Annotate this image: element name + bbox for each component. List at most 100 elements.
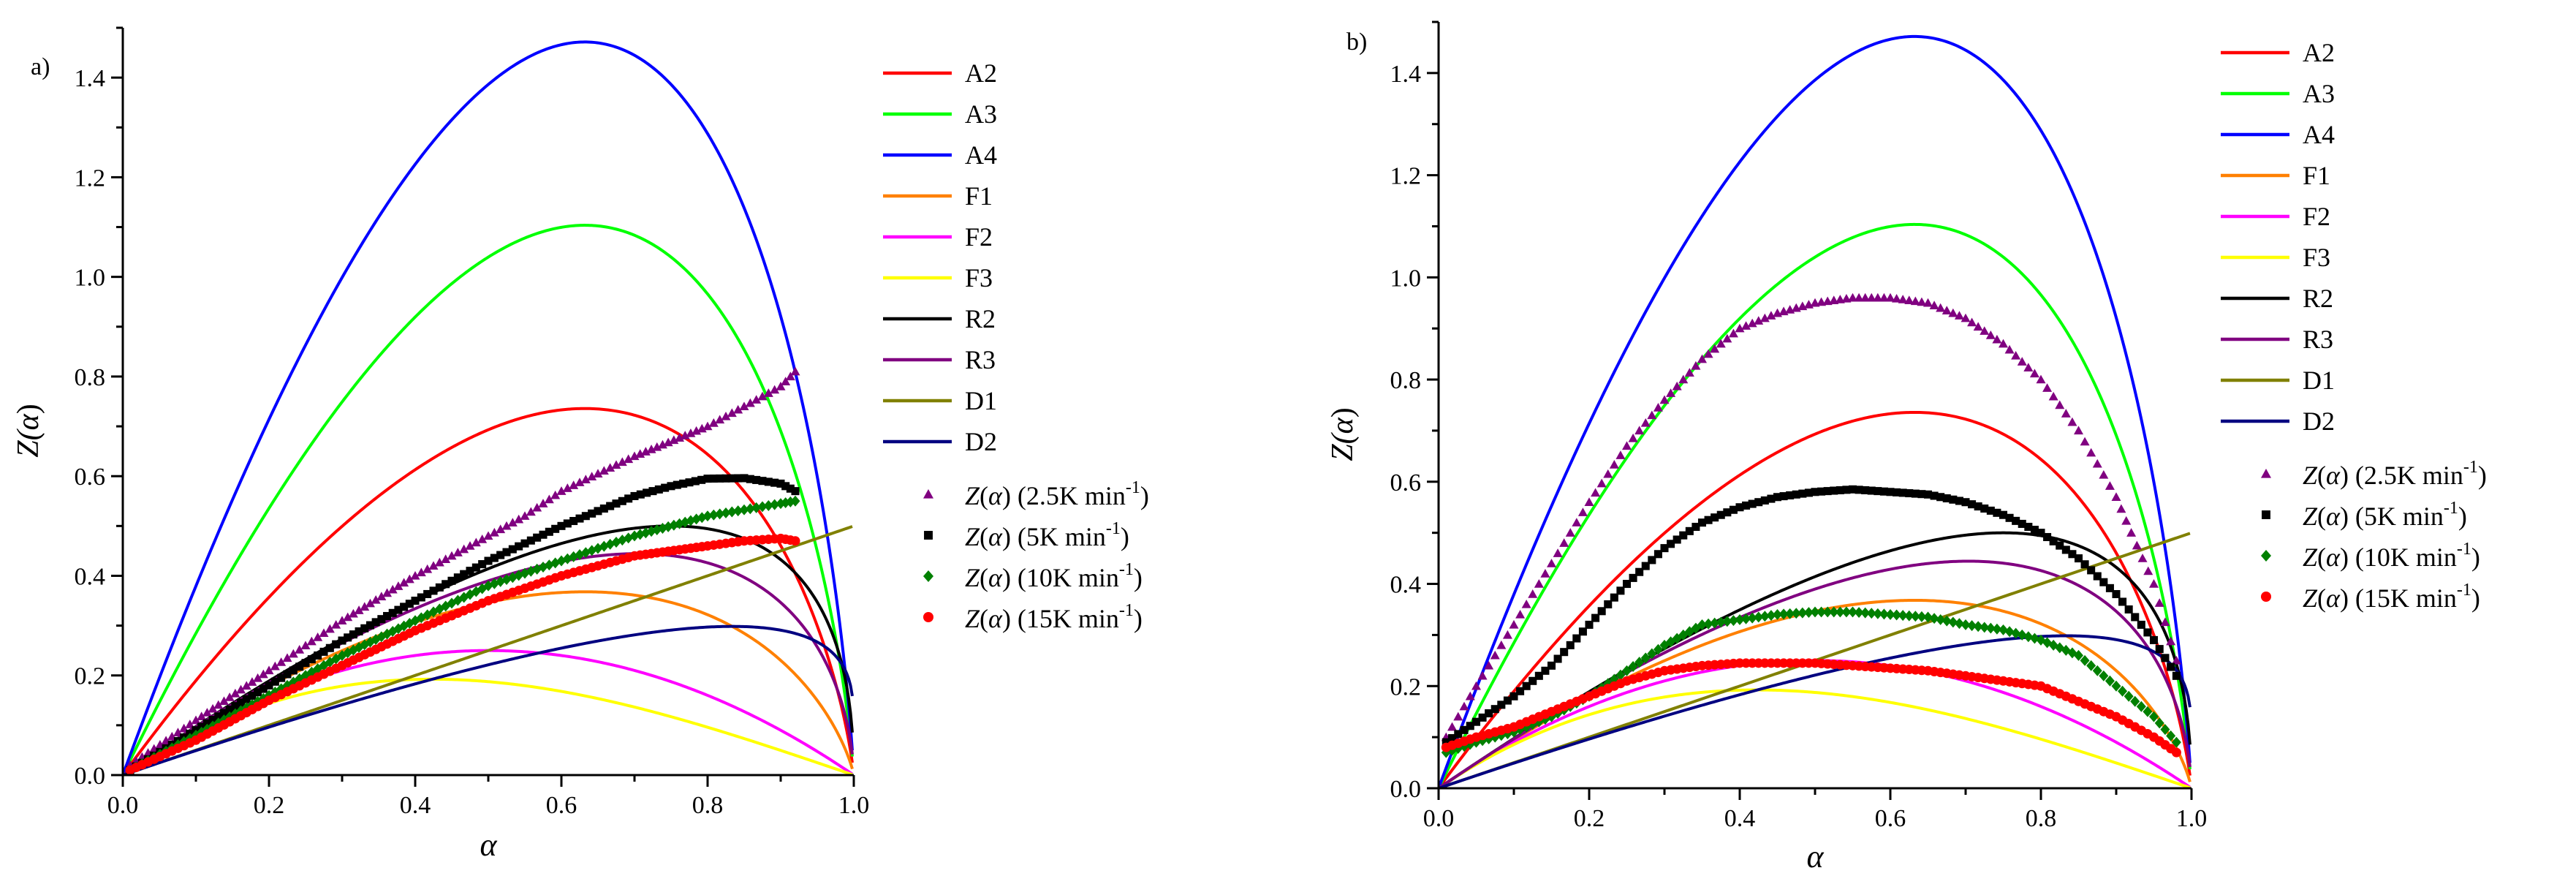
data-point: [618, 496, 626, 505]
data-point: [1917, 490, 1926, 499]
legend-label-f3: F3: [965, 263, 993, 292]
legend-label-r2: R2: [2303, 284, 2333, 313]
data-point: [1748, 499, 1757, 508]
data-point: [2061, 644, 2071, 656]
data-point: [471, 537, 481, 547]
data-point: [405, 600, 414, 608]
data-point: [1879, 487, 1888, 496]
data-point: [1980, 622, 1990, 633]
data-point: [1496, 640, 1507, 649]
data-point: [1898, 488, 1907, 497]
data-point: [776, 479, 785, 488]
data-point: [716, 474, 724, 483]
data-point: [745, 503, 755, 515]
data-point: [629, 530, 640, 542]
data-point: [301, 659, 310, 668]
data-point: [435, 583, 444, 592]
data-point: [515, 542, 523, 551]
data-point: [219, 696, 229, 706]
data-point: [1471, 681, 1481, 690]
data-point: [594, 507, 602, 516]
data-point: [1609, 460, 1619, 469]
legend-label-a2: A2: [2303, 38, 2335, 67]
x-tick-label: 0.8: [692, 792, 724, 819]
legend-label-d2: D2: [965, 427, 997, 456]
y-tick-label: 0.2: [75, 663, 106, 690]
data-point: [447, 576, 456, 585]
data-point: [2011, 350, 2021, 360]
data-point: [2029, 369, 2039, 378]
data-point: [1735, 503, 1744, 512]
data-point: [1722, 616, 1732, 627]
data-point: [429, 586, 438, 595]
data-point: [411, 597, 420, 605]
data-point: [2055, 642, 2065, 654]
data-point: [1842, 486, 1851, 494]
data-point: [1910, 611, 1920, 622]
x-tick-label: 0.2: [1574, 805, 1605, 832]
data-point: [2154, 717, 2164, 729]
data-point: [2112, 589, 2121, 599]
data-point: [657, 523, 667, 534]
data-point: [2132, 540, 2142, 550]
data-point: [2080, 654, 2090, 666]
data-point: [727, 408, 737, 418]
data-point: [1735, 613, 1745, 625]
data-point: [1892, 609, 1902, 621]
data-point: [1930, 491, 1939, 500]
y-tick-label: 0.8: [75, 364, 106, 391]
data-point: [2092, 458, 2102, 468]
data-point: [501, 521, 512, 530]
series-2_5k: [125, 366, 800, 769]
data-point: [1798, 489, 1807, 498]
data-point: [185, 720, 195, 728]
data-point: [2086, 448, 2096, 457]
data-point: [236, 684, 246, 694]
data-point: [453, 573, 462, 582]
data-point: [2018, 519, 2026, 528]
data-point: [1898, 295, 1908, 303]
data-point: [1672, 381, 1682, 390]
legend-label-rate-10: Z(α) (10K min-1): [965, 560, 1143, 592]
data-point: [1521, 599, 1531, 608]
data-point: [1697, 518, 1707, 527]
series-15k: [1441, 658, 2181, 758]
data-point: [2167, 662, 2175, 671]
data-point: [673, 480, 681, 489]
data-point: [202, 719, 211, 728]
data-point: [1722, 333, 1732, 343]
data-point: [452, 548, 463, 556]
y-tick-label: 1.2: [75, 165, 106, 192]
data-point: [1659, 395, 1670, 404]
data-point: [727, 474, 736, 483]
data-point: [1647, 410, 1657, 420]
data-point: [790, 536, 800, 546]
y-tick-label: 0.8: [1390, 367, 1422, 394]
data-point: [2037, 529, 2045, 537]
series-15k: [125, 533, 800, 775]
data-point: [2023, 363, 2034, 371]
data-point: [1442, 738, 1450, 747]
legend-label-f2: F2: [965, 222, 993, 252]
data-point: [1547, 661, 1556, 670]
data-point: [1441, 747, 1451, 758]
data-point: [1591, 613, 1600, 622]
data-point: [1791, 608, 1801, 619]
y-tick-label: 0.2: [1390, 673, 1422, 700]
data-point: [300, 641, 311, 650]
data-point: [2036, 374, 2046, 384]
data-point: [1603, 678, 1613, 690]
data-point: [2029, 632, 2039, 644]
data-point: [697, 512, 707, 524]
data-point: [348, 608, 358, 618]
data-point: [208, 716, 217, 725]
data-point: [2030, 526, 2039, 535]
data-point: [1565, 528, 1575, 537]
data-point: [733, 505, 743, 517]
series-2_5k: [1441, 292, 2181, 741]
data-point: [1666, 636, 1676, 648]
data-point: [1553, 654, 1562, 663]
legend-label-rate-2_5: Z(α) (2.5K min-1): [965, 478, 1149, 510]
data-point: [2067, 417, 2077, 426]
data-point: [520, 511, 530, 520]
